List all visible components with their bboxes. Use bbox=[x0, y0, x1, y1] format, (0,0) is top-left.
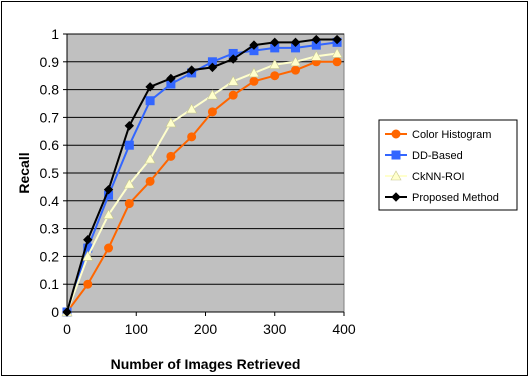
cknn-roi-point bbox=[248, 67, 260, 78]
proposed-method-point bbox=[332, 34, 342, 45]
color-histogram-point bbox=[145, 176, 155, 186]
legend-label: CkNN-ROI bbox=[412, 171, 465, 183]
color-histogram-point bbox=[187, 132, 197, 142]
legend-swatch-marker bbox=[391, 192, 401, 202]
cknn-roi-point bbox=[165, 117, 177, 128]
legend-label: Proposed Method bbox=[412, 192, 499, 204]
proposed-method-point bbox=[207, 62, 218, 73]
cknn-roi-point bbox=[144, 153, 156, 164]
legend-label: Color Histogram bbox=[412, 129, 491, 141]
x-tick-label: 200 bbox=[194, 321, 218, 337]
cknn-roi-point bbox=[123, 178, 135, 189]
x-tick-label: 0 bbox=[63, 321, 71, 337]
color-histogram-point bbox=[332, 57, 342, 67]
cknn-roi-point bbox=[227, 75, 239, 86]
axes bbox=[66, 34, 344, 313]
x-tick-label: 300 bbox=[263, 321, 287, 337]
legend-swatch-marker bbox=[390, 170, 402, 181]
y-axis-title: Recall bbox=[16, 152, 32, 193]
y-tick-label: 0.1 bbox=[40, 276, 60, 292]
color-histogram-point bbox=[124, 199, 134, 209]
legend-item-color-histogram: Color Histogram bbox=[385, 129, 491, 141]
legend-item-dd-based: DD-Based bbox=[385, 150, 463, 162]
y-tick-label: 0.4 bbox=[40, 193, 60, 209]
proposed-method-point bbox=[62, 307, 72, 317]
proposed-method-point bbox=[186, 65, 197, 75]
color-histogram-point bbox=[166, 151, 176, 161]
cknn-roi-point bbox=[103, 209, 115, 219]
cknn-roi-line bbox=[66, 52, 338, 313]
series-color-histogram bbox=[62, 57, 342, 317]
proposed-method-point bbox=[270, 37, 280, 48]
series-proposed-method bbox=[62, 34, 342, 317]
legend-item-proposed-method: Proposed Method bbox=[385, 192, 499, 204]
color-histogram-point bbox=[83, 279, 93, 289]
legend-swatch-marker bbox=[391, 129, 401, 139]
y-tick-label: 0.6 bbox=[40, 137, 60, 153]
proposed-method-point bbox=[228, 54, 238, 64]
y-tick-label: 0.9 bbox=[40, 54, 60, 70]
y-tick-label: 0.8 bbox=[40, 82, 60, 98]
cknn-roi-point bbox=[310, 50, 322, 61]
color-histogram-point bbox=[207, 107, 217, 117]
color-histogram-point bbox=[249, 76, 259, 86]
x-tick-label: 100 bbox=[125, 321, 149, 337]
cknn-roi-point bbox=[82, 250, 94, 261]
gridlines bbox=[63, 33, 345, 316]
proposed-method-point bbox=[311, 34, 322, 45]
legend: Color Histogram DD-Based CkNN-ROI Proposed … bbox=[378, 119, 518, 211]
proposed-method-point bbox=[145, 82, 155, 92]
color-histogram-point bbox=[270, 71, 280, 81]
y-tick-label: 0.2 bbox=[40, 248, 60, 264]
color-histogram-point bbox=[228, 90, 238, 100]
legend-swatch-marker bbox=[391, 150, 401, 160]
y-tick-label: 0 bbox=[51, 304, 59, 320]
legend-box bbox=[378, 119, 518, 211]
cknn-roi-point bbox=[269, 58, 281, 69]
proposed-method-point bbox=[166, 73, 176, 84]
tick-labels: 0 0.1 0.2 0.3 0.4 0.5 0.6 0.7 0.8 0.9 1 0 100 200 300 4… bbox=[40, 26, 356, 337]
series-cknn-roi bbox=[61, 47, 343, 317]
dd-based-point bbox=[124, 140, 134, 150]
cknn-roi-point bbox=[186, 103, 198, 114]
proposed-method-point bbox=[103, 184, 114, 195]
cknn-roi-point bbox=[290, 56, 302, 67]
legend-item-cknn-roi: CkNN-ROI bbox=[385, 170, 465, 183]
proposed-method-point bbox=[290, 37, 301, 48]
proposed-method-point bbox=[249, 40, 259, 50]
x-tick-label: 400 bbox=[332, 321, 356, 337]
legend-label: DD-Based bbox=[412, 150, 463, 162]
cknn-roi-point bbox=[331, 47, 343, 58]
y-tick-label: 0.7 bbox=[40, 109, 60, 125]
y-tick-label: 1 bbox=[51, 26, 59, 42]
cknn-roi-point bbox=[206, 89, 218, 100]
y-tick-label: 0.3 bbox=[40, 221, 60, 237]
proposed-method-point bbox=[124, 121, 135, 131]
x-axis-title: Number of Images Retrieved bbox=[111, 356, 301, 372]
dd-based-point bbox=[145, 96, 155, 106]
color-histogram-point bbox=[291, 65, 301, 75]
proposed-method-point bbox=[83, 235, 93, 245]
series-group bbox=[61, 34, 343, 317]
color-histogram-point bbox=[104, 243, 114, 253]
y-tick-label: 0.5 bbox=[40, 165, 60, 181]
